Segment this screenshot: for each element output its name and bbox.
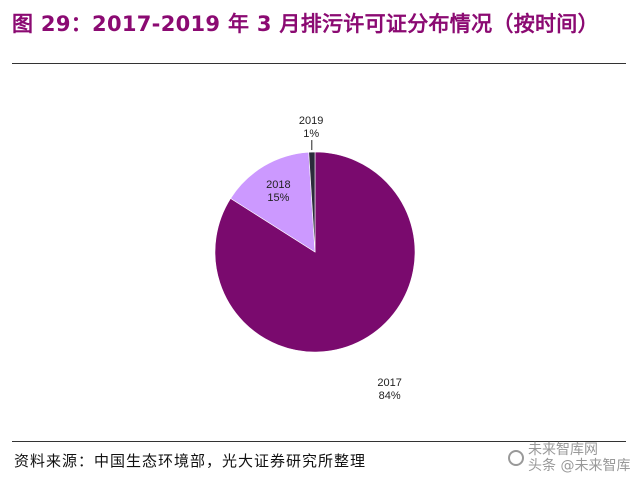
pie-slice-2018 bbox=[230, 151, 316, 253]
figure-title: 图 29：2017-2019 年 3 月排污许可证分布情况（按时间） bbox=[12, 12, 599, 36]
watermark-logo-icon bbox=[508, 450, 524, 466]
slice-label-2017: 2017 bbox=[377, 377, 401, 389]
bottom-divider bbox=[12, 441, 626, 442]
pie-slice-2019 bbox=[308, 151, 316, 253]
slice-label-2018: 2018 bbox=[266, 179, 290, 191]
slice-value-2018: 15% bbox=[267, 192, 289, 204]
top-divider bbox=[12, 63, 626, 64]
slice-value-2017: 84% bbox=[379, 390, 401, 402]
slice-value-2019: 1% bbox=[303, 128, 319, 140]
watermark-line1: 未来智库网 bbox=[528, 442, 598, 458]
pie-chart: 2017 84% 2018 15% 2019 1% bbox=[12, 66, 626, 436]
watermark: 未来智库网 头条 @未来智库 bbox=[508, 436, 634, 480]
source-note: 资料来源：中国生态环境部，光大证券研究所整理 bbox=[14, 452, 367, 470]
watermark-line2: 头条 @未来智库 bbox=[528, 458, 631, 474]
slice-label-2019: 2019 bbox=[299, 115, 323, 127]
